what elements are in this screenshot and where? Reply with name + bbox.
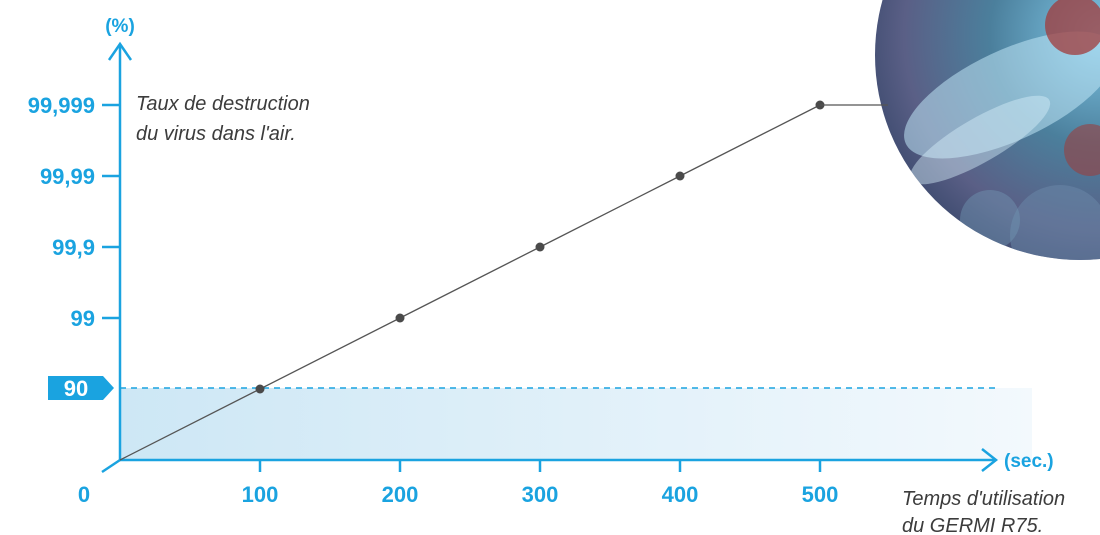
data-point xyxy=(395,313,405,323)
highlight-band xyxy=(120,388,1032,460)
x-axis xyxy=(120,448,999,472)
y-tick-label: 99,999 xyxy=(28,93,95,118)
data-point xyxy=(255,384,265,394)
series-line xyxy=(119,104,821,461)
y-tick-label: 99,99 xyxy=(40,164,95,189)
y-tick-label: 99 xyxy=(71,306,95,331)
x-tick-label: 100 xyxy=(242,482,279,507)
x-tick-label: 500 xyxy=(802,482,839,507)
x-origin-label: 0 xyxy=(78,482,90,507)
x-tick-label: 400 xyxy=(662,482,699,507)
data-point xyxy=(535,242,545,252)
x-tick-label: 200 xyxy=(382,482,419,507)
y-axis xyxy=(107,41,133,460)
y-highlight-marker xyxy=(48,376,114,400)
x-annotation-line-2: du GERMI R75. xyxy=(902,515,1043,535)
y-tick-label: 99,9 xyxy=(52,235,95,260)
y-annotation-line-2: du virus dans l'air. xyxy=(136,123,296,145)
x-unit-label: (sec.) xyxy=(1004,451,1054,472)
origin-tick xyxy=(101,458,121,474)
x-annotation-line-1: Temps d'utilisation xyxy=(902,488,1065,510)
y-highlight-label: 90 xyxy=(64,376,88,401)
y-annotation-line-1: Taux de destruction xyxy=(136,93,310,115)
y-unit-label: (%) xyxy=(105,16,135,37)
x-tick-label: 300 xyxy=(522,482,559,507)
data-point xyxy=(675,171,685,181)
x-ticks: 100 200 300 400 500 xyxy=(242,460,839,507)
virus-illustration xyxy=(875,0,1100,260)
